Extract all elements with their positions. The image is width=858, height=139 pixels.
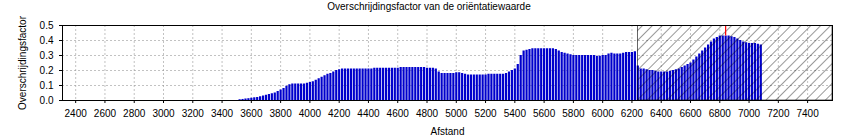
svg-text:6600: 6600	[679, 108, 702, 119]
svg-text:3200: 3200	[182, 108, 205, 119]
html-text:Overschrijdingsfactor van de o: Overschrijdingsfactor van de oriëntatiew…	[327, 1, 531, 12]
svg-text:0.2: 0.2	[40, 65, 54, 76]
svg-text:0.4: 0.4	[40, 35, 54, 46]
svg-text:5800: 5800	[562, 108, 585, 119]
svg-text:3600: 3600	[240, 108, 263, 119]
svg-text:7000: 7000	[738, 108, 761, 119]
svg-text:6200: 6200	[621, 108, 644, 119]
svg-text:Afstand: Afstand	[431, 126, 465, 137]
svg-text:4400: 4400	[357, 108, 380, 119]
svg-text:7400: 7400	[796, 108, 819, 119]
svg-text:7200: 7200	[767, 108, 790, 119]
svg-text:0.3: 0.3	[40, 50, 54, 61]
svg-text:6400: 6400	[650, 108, 673, 119]
svg-text:5200: 5200	[474, 108, 497, 119]
svg-text:5600: 5600	[533, 108, 556, 119]
svg-text:4000: 4000	[299, 108, 322, 119]
svg-text:5000: 5000	[445, 108, 468, 119]
svg-text:6800: 6800	[709, 108, 732, 119]
svg-text:0.1: 0.1	[40, 80, 54, 91]
svg-text:4200: 4200	[328, 108, 351, 119]
svg-text:2600: 2600	[94, 108, 117, 119]
svg-text:0.0: 0.0	[40, 95, 54, 106]
svg-text:3400: 3400	[211, 108, 234, 119]
svg-text:4800: 4800	[416, 108, 439, 119]
svg-text:6000: 6000	[592, 108, 615, 119]
svg-text:2400: 2400	[65, 108, 88, 119]
svg-text:3800: 3800	[269, 108, 292, 119]
svg-text:2800: 2800	[123, 108, 146, 119]
svg-text:4600: 4600	[387, 108, 410, 119]
svg-text:3000: 3000	[152, 108, 175, 119]
svg-text:5400: 5400	[504, 108, 527, 119]
svg-text:0.5: 0.5	[40, 20, 54, 31]
svg-text:Overschrijdingsfactor: Overschrijdingsfactor	[17, 15, 28, 110]
